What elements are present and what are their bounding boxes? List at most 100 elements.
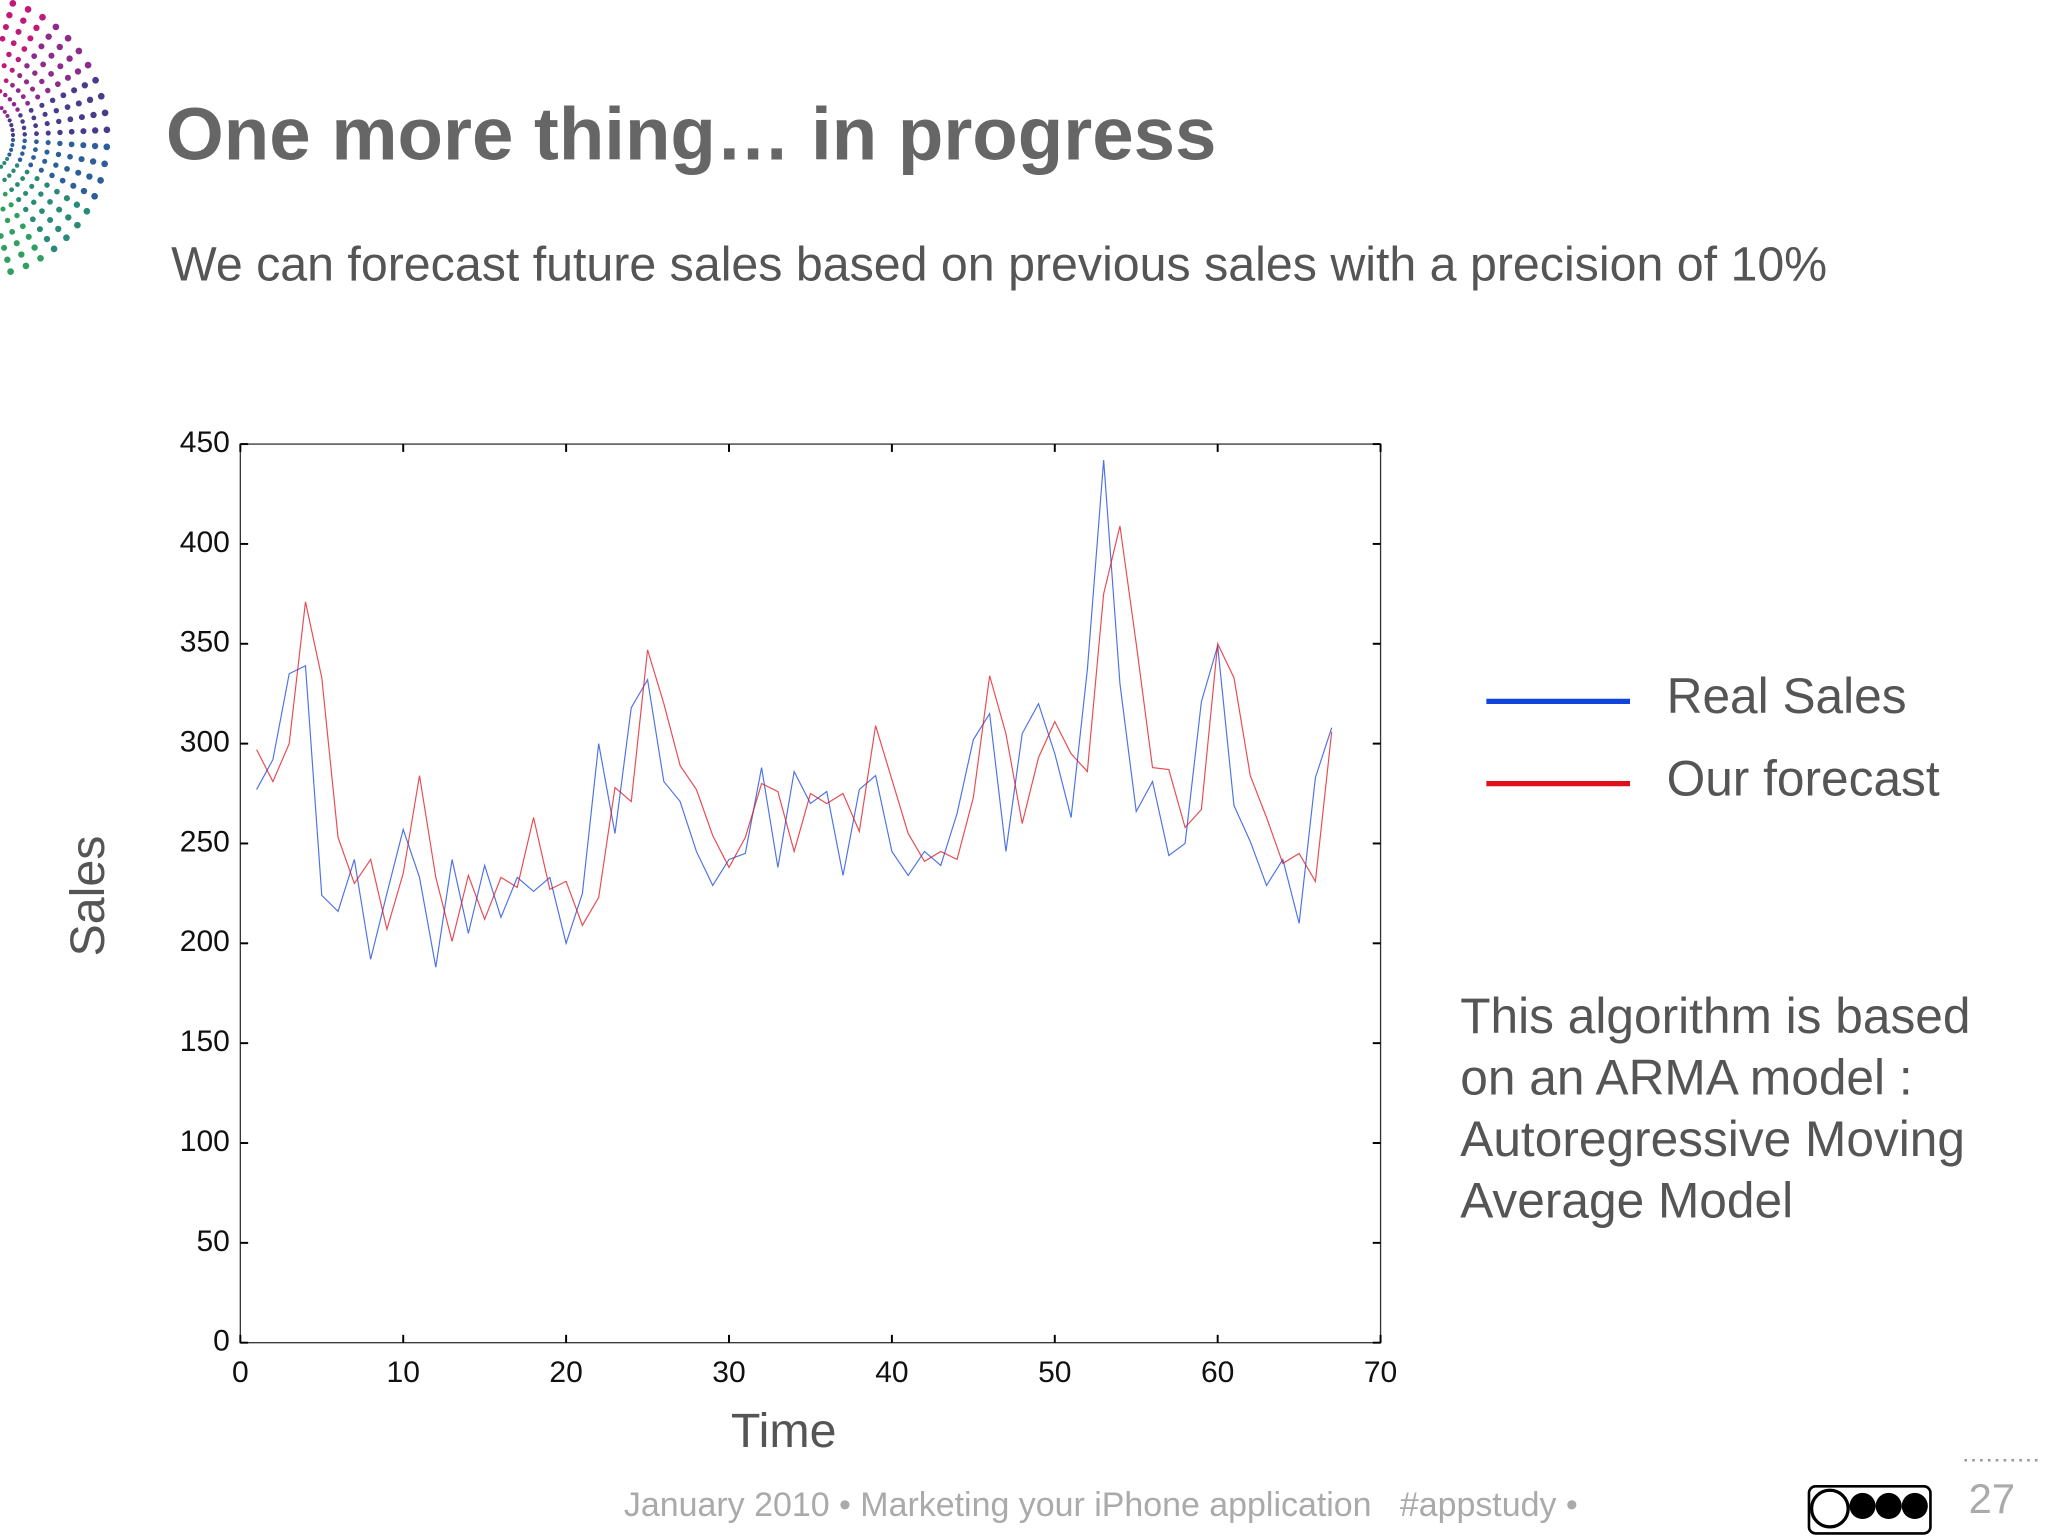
logo-dot bbox=[24, 63, 30, 69]
x-tick-label: 30 bbox=[712, 1356, 745, 1389]
logo-dot bbox=[91, 192, 98, 200]
logo-dot bbox=[86, 96, 94, 104]
page-number: 27 bbox=[1969, 1475, 2015, 1522]
logo-dot bbox=[54, 188, 60, 195]
logo-dot bbox=[2, 177, 7, 183]
logo-dot bbox=[10, 132, 16, 138]
logo-dot bbox=[39, 78, 45, 85]
x-axis-label: Time bbox=[731, 1404, 837, 1458]
logo-dot bbox=[16, 197, 22, 203]
logo-dot bbox=[15, 88, 21, 93]
logo-dot bbox=[33, 147, 38, 153]
logo-dot bbox=[18, 113, 23, 118]
y-axis-label: Sales bbox=[61, 836, 115, 957]
logo-dot bbox=[45, 87, 51, 94]
logo-dot bbox=[2, 23, 9, 31]
logo-dot bbox=[39, 13, 46, 21]
logo-dot bbox=[15, 56, 21, 63]
logo-dot bbox=[25, 233, 32, 240]
logo-dot bbox=[19, 223, 26, 230]
x-tick-label: 20 bbox=[549, 1356, 582, 1389]
logo-dot bbox=[6, 51, 12, 58]
logo-dot bbox=[8, 202, 14, 208]
logo-dot bbox=[20, 94, 26, 100]
logo-dot bbox=[0, 89, 3, 94]
logo-dot bbox=[9, 123, 14, 128]
logo-dot bbox=[24, 169, 30, 175]
annotation-line: Autoregressive Moving bbox=[1460, 1111, 1965, 1167]
logo-dot bbox=[64, 104, 71, 110]
logo-dot bbox=[2, 191, 8, 197]
logo-dot bbox=[55, 225, 62, 233]
x-tick-label: 60 bbox=[1201, 1356, 1234, 1389]
logo-dot bbox=[18, 251, 25, 258]
logo-dot bbox=[2, 92, 8, 98]
y-tick-label: 300 bbox=[180, 726, 230, 759]
logo-dot bbox=[9, 147, 14, 152]
logo-dot bbox=[29, 183, 35, 189]
logo-dot bbox=[67, 153, 73, 160]
logo-dot bbox=[9, 228, 16, 235]
logo-dot bbox=[27, 35, 34, 42]
logo-dot bbox=[43, 235, 51, 243]
logo-dot bbox=[4, 217, 11, 224]
y-tick-label: 100 bbox=[180, 1125, 230, 1158]
logo-dot bbox=[55, 151, 62, 158]
subtitle: We can forecast future sales based on pr… bbox=[171, 238, 1827, 292]
logo-dot bbox=[7, 118, 12, 123]
logo-dot bbox=[45, 140, 51, 146]
logo-dot bbox=[64, 34, 72, 42]
logo-dot bbox=[75, 47, 83, 55]
legend-label: Real Sales bbox=[1667, 668, 1907, 724]
data-line bbox=[256, 460, 1333, 968]
logo-dot bbox=[68, 128, 75, 135]
logo-dot bbox=[31, 53, 38, 59]
y-tick-label: 350 bbox=[180, 626, 230, 659]
logo-dot bbox=[38, 167, 44, 173]
logo-dot bbox=[48, 70, 54, 77]
footer: January 2010 • Marketing your iPhone app… bbox=[624, 1486, 1578, 1524]
logo-dot bbox=[5, 113, 10, 119]
logo-dot bbox=[23, 79, 30, 85]
logo-dot bbox=[49, 172, 55, 179]
logo-dot bbox=[31, 155, 36, 160]
logo-dot bbox=[38, 191, 44, 197]
license-badge bbox=[1807, 1485, 1932, 1535]
logo-dot bbox=[9, 67, 15, 73]
logo-dot bbox=[90, 111, 97, 119]
annotation-line: This algorithm is based bbox=[1460, 988, 1970, 1044]
logo-dot bbox=[7, 268, 14, 275]
x-tick-label: 10 bbox=[387, 1356, 420, 1389]
logo-dot bbox=[20, 176, 26, 181]
logo-dot bbox=[10, 82, 15, 88]
logo-dot bbox=[0, 164, 4, 169]
logo-dot bbox=[103, 126, 111, 134]
logo-dot bbox=[50, 245, 58, 253]
logo-dot bbox=[14, 212, 20, 219]
logo-dot bbox=[25, 100, 31, 106]
y-tick-label: 450 bbox=[180, 426, 230, 459]
logo-dot bbox=[11, 168, 16, 174]
title: One more thing… in progress bbox=[166, 92, 1217, 175]
legend-label: Our forecast bbox=[1667, 750, 1940, 806]
logo-dot bbox=[13, 240, 20, 247]
logo-dot bbox=[34, 176, 40, 182]
logo-dot bbox=[80, 142, 87, 149]
logo-dot bbox=[22, 262, 30, 270]
logo-dot bbox=[23, 190, 29, 196]
logo-dot bbox=[15, 107, 20, 112]
logo-dot bbox=[21, 46, 28, 52]
logo-dot bbox=[48, 52, 55, 59]
logo-dot bbox=[44, 182, 50, 188]
logo-dot bbox=[29, 216, 36, 223]
logo-dot bbox=[86, 173, 93, 180]
annotation-line: Average Model bbox=[1460, 1172, 1793, 1228]
logo-dot bbox=[97, 177, 104, 184]
y-tick-label: 0 bbox=[213, 1325, 230, 1358]
y-tick-label: 150 bbox=[180, 1025, 230, 1058]
y-tick-label: 200 bbox=[180, 925, 230, 958]
logo-dot bbox=[10, 137, 16, 143]
logo-dot bbox=[9, 187, 15, 193]
logo-dot bbox=[56, 206, 63, 213]
